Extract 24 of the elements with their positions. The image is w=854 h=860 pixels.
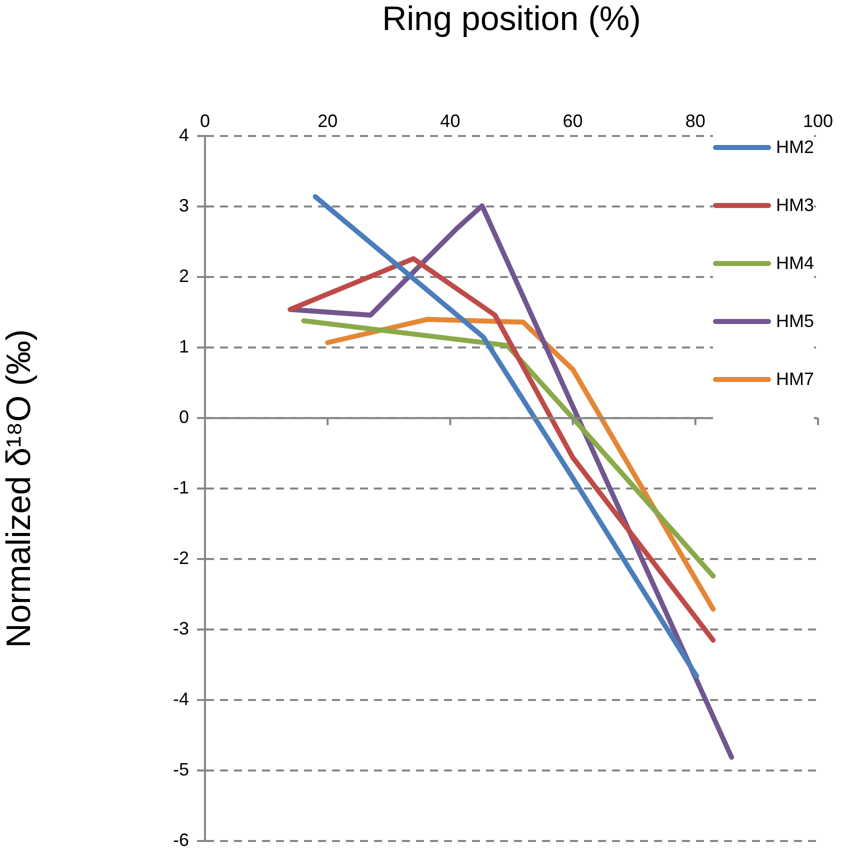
x-tick-label: 80 [685,111,706,132]
legend-label: HM5 [776,310,814,332]
y-tick-label: 0 [178,407,189,428]
y-tick-label: -3 [172,618,189,639]
y-tick-label: -4 [172,689,189,710]
x-tick-label: 60 [562,111,583,132]
y-tick-label: 3 [178,195,189,216]
x-tick-label: 40 [440,111,460,132]
legend-label: HM4 [776,252,814,274]
legend-label: HM2 [776,136,814,158]
legend-label: HM3 [776,194,814,216]
x-tick-label: 0 [200,111,210,132]
y-tick-label: -2 [172,548,189,568]
legend-label: HM7 [776,368,814,390]
y-tick-label: -1 [172,478,189,498]
y-tick-label: 4 [178,124,189,145]
x-tick-label: 20 [318,111,338,132]
y-tick-label: -5 [172,760,189,780]
y-tick-label: 2 [178,266,189,286]
y-tick-label: 1 [178,336,189,357]
x-axis-title: Ring position (%) [382,0,641,38]
x-tick-label: 100 [802,111,834,132]
y-tick-label: -6 [172,830,189,850]
y-axis-title: Normalized δ¹⁸O (‰) [0,329,38,648]
